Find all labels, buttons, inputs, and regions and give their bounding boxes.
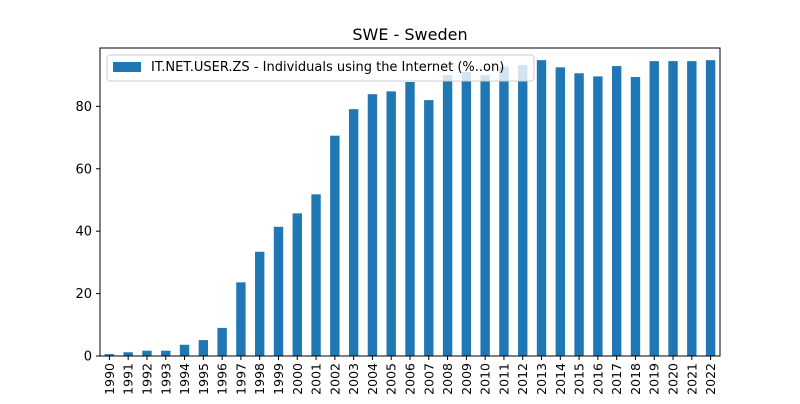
y-tick-label: 60 <box>75 162 92 177</box>
x-tick-label: 1996 <box>215 363 230 395</box>
chart-title: SWE - Sweden <box>352 25 467 44</box>
bar-2002 <box>330 135 340 356</box>
bar-2018 <box>630 77 641 357</box>
bar-2008 <box>442 75 453 357</box>
bar-2013 <box>536 60 547 357</box>
x-tick-label: 2009 <box>459 363 474 395</box>
x-tick-label: 2001 <box>309 363 324 395</box>
bars <box>104 60 716 357</box>
bar-2016 <box>593 76 603 357</box>
legend: IT.NET.USER.ZS - Individuals using the I… <box>106 54 535 82</box>
x-tick-label: 2002 <box>327 363 342 395</box>
x-tick-label: 2019 <box>647 363 662 395</box>
x-tick-label: 2006 <box>403 363 418 395</box>
bar-1993 <box>161 350 171 356</box>
bar-2014 <box>555 67 565 356</box>
x-tick-label: 2020 <box>666 363 681 395</box>
x-tick-label: 2007 <box>421 363 436 395</box>
x-tick-label: 1994 <box>177 363 192 395</box>
legend-box <box>106 54 535 82</box>
bar-2004 <box>367 94 378 357</box>
x-tick-label: 2016 <box>590 363 605 395</box>
x-tick-label: 2013 <box>534 363 549 395</box>
x-tick-label: 1997 <box>233 363 248 395</box>
bar-2007 <box>424 100 434 356</box>
x-tick-label: 1999 <box>271 363 286 395</box>
bar-2010 <box>480 75 490 357</box>
bar-1998 <box>255 251 265 356</box>
bar-2000 <box>292 213 302 356</box>
bar-2017 <box>611 66 622 356</box>
bar-1999 <box>273 226 284 356</box>
y-tick-label: 40 <box>75 225 92 240</box>
x-tick-label: 2017 <box>609 363 624 395</box>
x-tick-label: 2008 <box>440 363 455 395</box>
bar-2001 <box>311 194 321 356</box>
bar-2015 <box>574 73 584 356</box>
bar-1991 <box>123 352 133 356</box>
bar-2006 <box>405 82 415 356</box>
bar-1997 <box>236 282 246 356</box>
bar-2009 <box>461 72 472 356</box>
bar-1990 <box>104 354 115 356</box>
x-tick-label: 2000 <box>290 363 305 395</box>
legend-swatch <box>113 62 141 72</box>
x-tick-label: 1998 <box>252 363 267 395</box>
bar-2005 <box>386 91 396 356</box>
x-tick-label: 2022 <box>703 363 718 395</box>
bar-2021 <box>687 61 697 357</box>
bar-2020 <box>668 61 678 357</box>
bar-1992 <box>142 350 152 356</box>
bar-1995 <box>198 340 209 356</box>
x-tick-label: 2012 <box>515 363 530 395</box>
x-tick-label: 1992 <box>139 363 154 395</box>
y-tick-label: 20 <box>75 287 92 302</box>
x-tick-label: 2014 <box>553 363 568 395</box>
bar-2022 <box>705 60 716 357</box>
x-tick-label: 2015 <box>572 363 587 395</box>
x-tick-label: 1995 <box>196 363 211 395</box>
x-tick-label: 2003 <box>346 363 361 395</box>
legend-label: IT.NET.USER.ZS - Individuals using the I… <box>151 60 504 75</box>
bar-1996 <box>217 327 227 356</box>
bar-2019 <box>649 61 659 357</box>
y-axis: 0 20 40 60 80 <box>75 100 100 365</box>
bar-2003 <box>348 109 359 356</box>
x-tick-label: 1990 <box>102 363 117 395</box>
plot-frame <box>99 47 721 357</box>
x-tick-label: 2021 <box>684 363 699 395</box>
x-tick-label: 2005 <box>384 363 399 395</box>
x-tick-label: 2018 <box>628 363 643 395</box>
bar-2011 <box>499 66 509 356</box>
y-tick-label: 80 <box>75 100 92 115</box>
x-tick-label: 2004 <box>365 363 380 395</box>
x-tick-label: 2011 <box>496 363 511 395</box>
y-tick-label: 0 <box>84 350 92 365</box>
x-axis: 1990 1991 1992 1993 1994 1995 1996 1997 1998 1999… <box>102 356 718 395</box>
x-tick-label: 1993 <box>158 363 173 395</box>
bar-1994 <box>179 344 190 356</box>
x-tick-label: 1991 <box>121 363 136 395</box>
x-tick-label: 2010 <box>478 363 493 395</box>
bar-2012 <box>518 65 528 356</box>
